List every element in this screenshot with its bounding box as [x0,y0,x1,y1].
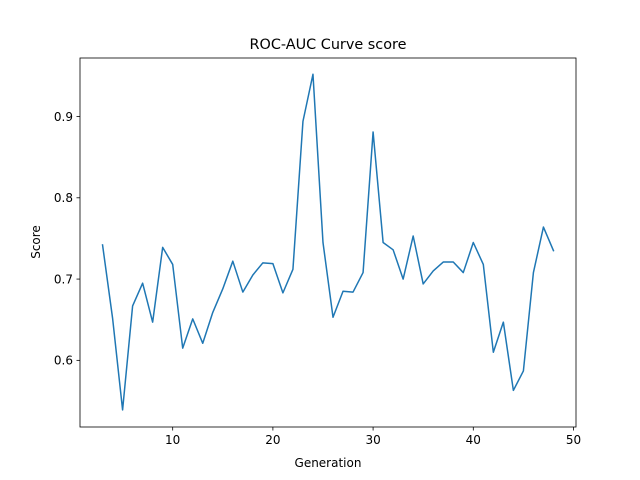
y-tick-label: 0.9 [54,110,73,124]
x-tick-label: 30 [365,433,380,447]
x-tick-label: 10 [165,433,180,447]
x-tick-label: 50 [566,433,581,447]
plot-area: 10 20 30 40 50 0.6 0.7 0.8 0.9 [54,57,581,447]
chart-title: ROC-AUC Curve score [250,37,407,53]
x-tick-label: 40 [466,433,481,447]
x-tick-label: 20 [265,433,280,447]
series-line-0 [101,73,555,411]
axes-frame [79,57,577,428]
y-tick-label: 0.6 [54,354,73,368]
x-axis-label: Generation [295,456,362,470]
y-axis-label: Score [29,225,43,259]
y-tick-label: 0.7 [54,272,73,286]
y-tick-label: 0.8 [54,191,73,205]
